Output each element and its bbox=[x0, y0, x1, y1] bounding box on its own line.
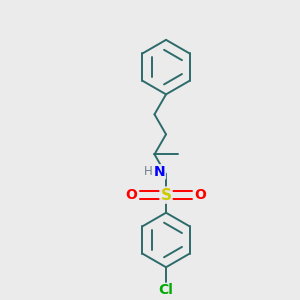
Text: S: S bbox=[160, 188, 172, 202]
Text: O: O bbox=[195, 188, 207, 202]
Text: Cl: Cl bbox=[159, 283, 173, 297]
Text: H: H bbox=[144, 165, 153, 178]
Text: O: O bbox=[125, 188, 137, 202]
Text: N: N bbox=[154, 165, 165, 179]
